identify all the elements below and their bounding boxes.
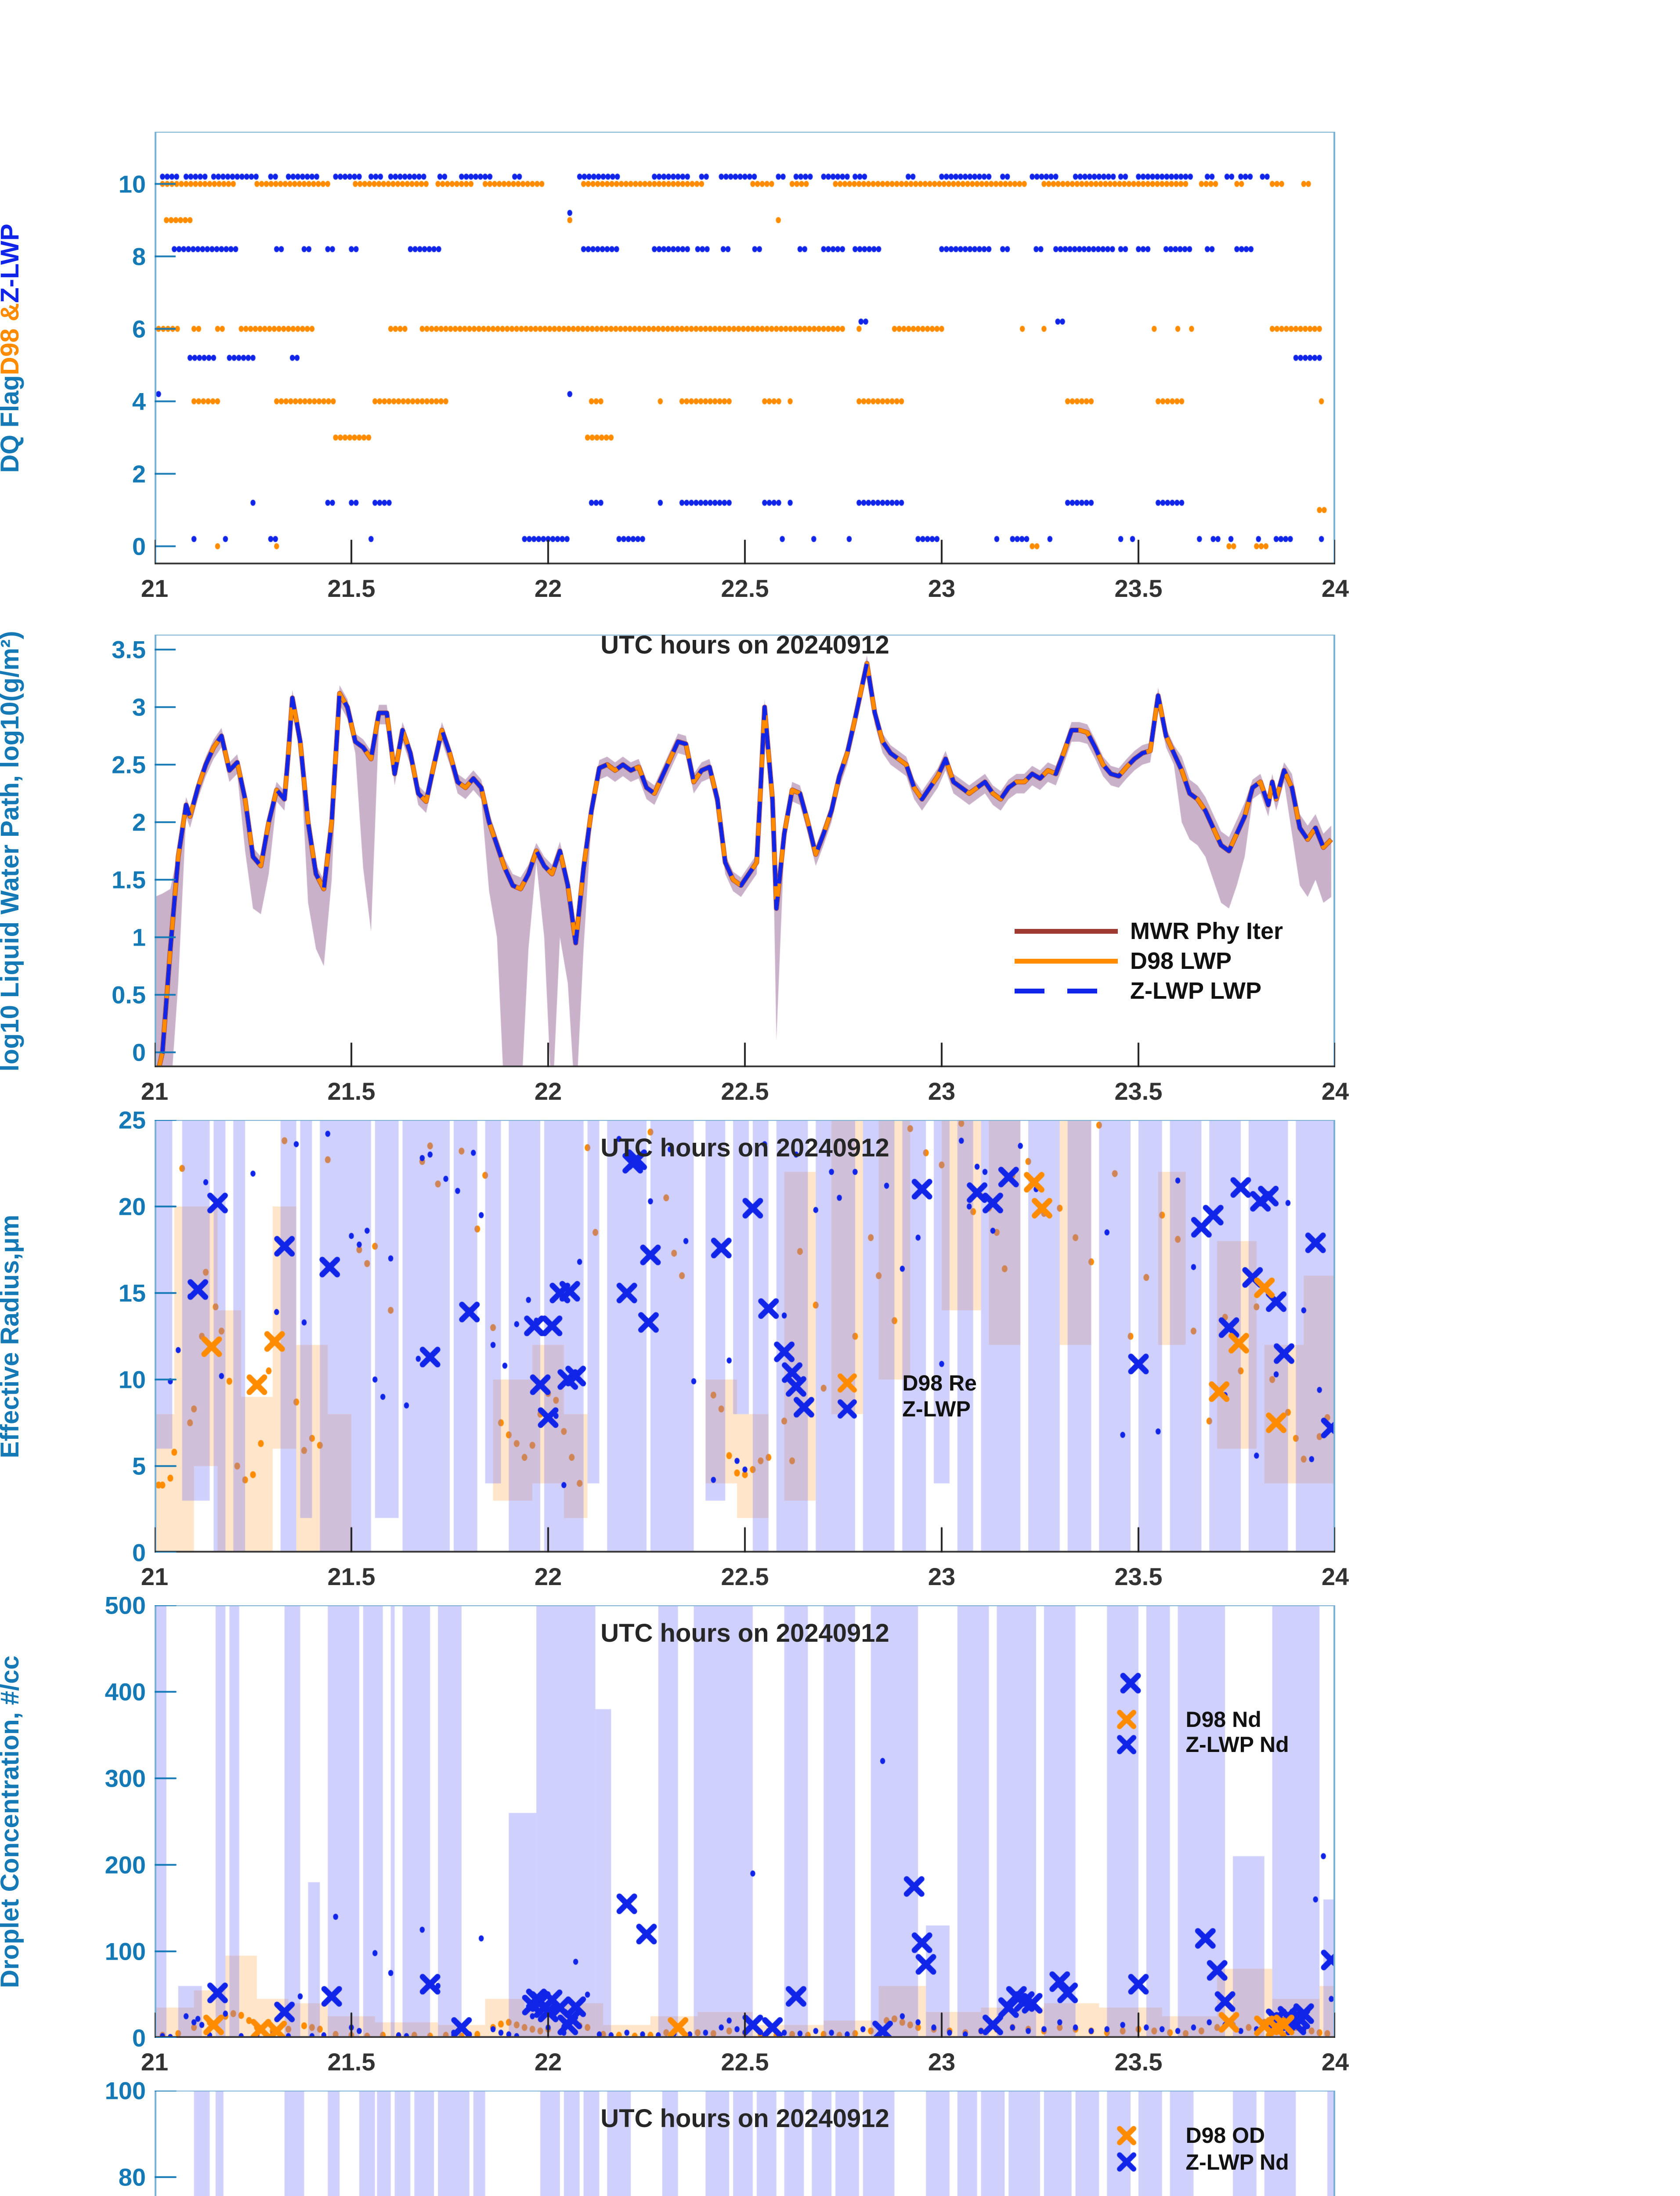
x-tick-label: 23.5 (1114, 2048, 1163, 2076)
x-tick-label: 23 (928, 1077, 956, 1105)
x-tick-label: 22 (534, 574, 562, 602)
legend-label: MWR Phy Iter (1130, 918, 1283, 944)
y-tick-label: 300 (105, 1764, 146, 1792)
y-tick-label: 20 (118, 1192, 146, 1221)
x-tick-label: 23.5 (1114, 1077, 1163, 1105)
y-tick-label: 0 (132, 532, 146, 560)
x-axis-label: UTC hours on 20240912 (600, 1619, 889, 1647)
y-tick-label: 200 (105, 1851, 146, 1879)
legend-row: Z-LWP LWP (1015, 978, 1261, 1004)
x-tick-label: 22.5 (721, 1563, 769, 1590)
x-tick-label: 21.5 (327, 1077, 376, 1105)
x-tick-label: 22.5 (721, 1077, 769, 1105)
y-tick-label: 8 (132, 242, 146, 271)
y-tick-label: 10 (118, 170, 146, 198)
x-tick-label: 23 (928, 2048, 956, 2076)
x-tick-label: 23 (928, 1563, 956, 1590)
x-tick-label: 22.5 (721, 574, 769, 602)
y-axis-label-part-zlwp: Z-LWP (0, 223, 24, 303)
y-tick-label: 0.5 (112, 981, 146, 1009)
x-tick-label: 21 (141, 2048, 169, 2076)
lwp-panel-canvas (155, 635, 1335, 1067)
annotation-label: D98 Re (902, 1370, 977, 1395)
y-tick-label: 0 (132, 2024, 146, 2052)
annotation-label: D98 Nd (1185, 1707, 1261, 1732)
effective-radius-panel-canvas (155, 1120, 1335, 1553)
legend-row: D98 LWP (1015, 948, 1232, 974)
annotation-label: D98 OD (1185, 2123, 1265, 2148)
x-tick-label: 21 (141, 574, 169, 602)
x-tick-label: 24 (1321, 1563, 1349, 1590)
y-tick-label: 6 (132, 315, 146, 343)
x-tick-label: 22 (534, 1077, 562, 1105)
x-tick-label: 21.5 (327, 574, 376, 602)
x-tick-label: 21 (141, 1563, 169, 1590)
x-tick-label: 22 (534, 2048, 562, 2076)
y-tick-label: 2 (132, 460, 146, 488)
y-tick-label: 100 (105, 2077, 146, 2105)
legend-line-sample (1015, 958, 1118, 964)
y-tick-label: 5 (132, 1452, 146, 1480)
legend-line-sample (1015, 988, 1118, 993)
y-axis-label-part-dq: DQ Flag (0, 375, 24, 473)
x-tick-label: 23.5 (1114, 574, 1163, 602)
y-tick-label: 15 (118, 1279, 146, 1307)
legend-label: D98 LWP (1130, 948, 1232, 974)
y-tick-label: 4 (132, 387, 146, 415)
x-tick-label: 22 (534, 1563, 562, 1590)
y-tick-label: 3 (132, 693, 146, 721)
x-tick-label: 24 (1321, 574, 1349, 602)
x-tick-label: 21.5 (327, 2048, 376, 2076)
y-tick-label: 10 (118, 1365, 146, 1394)
y-tick-label: 100 (105, 1937, 146, 1965)
y-tick-label: 2.5 (112, 751, 146, 779)
x-tick-label: 24 (1321, 2048, 1349, 2076)
dq-flag-panel-canvas (155, 132, 1335, 564)
x-axis-label: UTC hours on 20240912 (600, 1134, 889, 1162)
annotation-label: Z-LWP (902, 1396, 971, 1421)
y-tick-label: 25 (118, 1106, 146, 1134)
y-tick-label: 2 (132, 808, 146, 836)
x-axis-label: UTC hours on 20240912 (600, 2104, 889, 2133)
y-tick-label: 1.5 (112, 866, 146, 894)
x-axis-label: UTC hours on 20240912 (600, 631, 889, 659)
annotation-label: Z-LWP Nd (1185, 2149, 1289, 2174)
y-tick-label: 1 (132, 923, 146, 951)
legend-line-sample (1015, 928, 1118, 934)
y-tick-label: 500 (105, 1591, 146, 1619)
x-tick-label: 22.5 (721, 2048, 769, 2076)
x-tick-label: 23 (928, 574, 956, 602)
y-tick-label: 3.5 (112, 636, 146, 664)
droplet-concentration-panel-canvas (155, 1605, 1335, 2038)
x-tick-label: 24 (1321, 1077, 1349, 1105)
y-tick-label: 400 (105, 1678, 146, 1706)
annotation-label: Z-LWP Nd (1185, 1732, 1289, 1757)
x-tick-label: 21.5 (327, 1563, 376, 1590)
y-tick-label: 0 (132, 1539, 146, 1567)
legend-label: Z-LWP LWP (1130, 978, 1261, 1004)
x-tick-label: 21 (141, 1077, 169, 1105)
y-axis-label-part-d98: D98 & (0, 303, 24, 375)
y-tick-label: 0 (132, 1038, 146, 1066)
optical-depth-panel-canvas (155, 2091, 1335, 2196)
legend-row: MWR Phy Iter (1015, 918, 1283, 944)
x-tick-label: 23.5 (1114, 1563, 1163, 1590)
y-tick-label: 80 (118, 2163, 146, 2191)
